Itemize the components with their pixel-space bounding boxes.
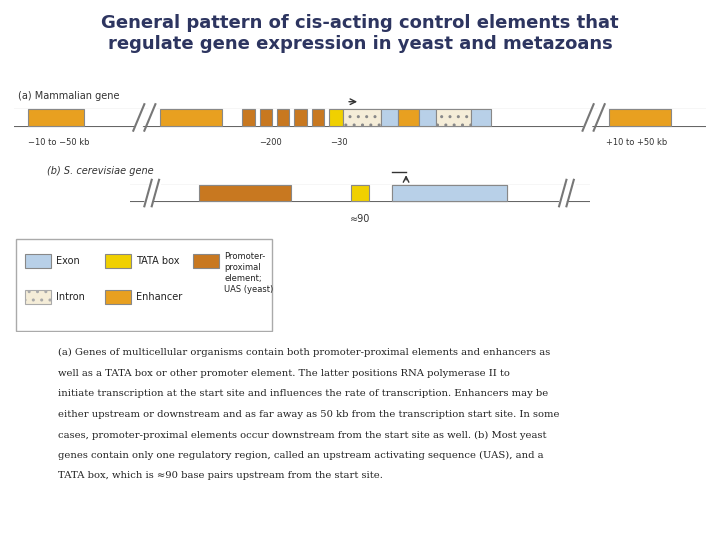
Bar [243, 109, 255, 126]
Bar [381, 109, 398, 126]
Text: −10 to −50 kb: −10 to −50 kb [28, 138, 90, 147]
Bar [28, 109, 84, 126]
Bar [160, 109, 222, 126]
Bar [260, 109, 272, 126]
Text: ≈90: ≈90 [350, 214, 370, 224]
Bar [436, 109, 471, 126]
Bar [329, 109, 343, 126]
Text: either upstream or downstream and as far away as 50 kb from the transcription st: either upstream or downstream and as far… [58, 410, 559, 419]
Text: −30: −30 [330, 138, 348, 147]
Text: −200: −200 [258, 138, 282, 147]
Bar [351, 185, 369, 201]
Bar [471, 109, 491, 126]
Text: well as a TATA box or other promoter element. The latter positions RNA polymeras: well as a TATA box or other promoter ele… [58, 369, 510, 378]
Bar [24, 289, 50, 303]
Text: (a) Mammalian gene: (a) Mammalian gene [18, 91, 120, 100]
Text: genes contain only one regulatory region, called an upstream activating sequence: genes contain only one regulatory region… [58, 451, 543, 460]
Text: cases, promoter-proximal elements occur downstream from the start site as well. : cases, promoter-proximal elements occur … [58, 430, 546, 440]
Bar [343, 109, 381, 126]
Bar [609, 109, 671, 126]
Text: Enhancer: Enhancer [136, 292, 182, 302]
Bar [312, 109, 324, 126]
Bar [14, 109, 706, 126]
Bar [277, 109, 289, 126]
Bar [24, 254, 50, 268]
Text: initiate transcription at the start site and influences the rate of transcriptio: initiate transcription at the start site… [58, 389, 548, 399]
Bar [392, 185, 508, 201]
Bar [193, 254, 219, 268]
Text: TATA box: TATA box [136, 256, 180, 266]
Bar [294, 109, 307, 126]
Text: Intron: Intron [56, 292, 85, 302]
Text: Exon: Exon [56, 256, 80, 266]
Bar [105, 254, 131, 268]
Bar [130, 185, 590, 201]
Text: +10 to +50 kb: +10 to +50 kb [606, 138, 667, 147]
Bar [398, 109, 419, 126]
Text: (a) Genes of multicellular organisms contain both promoter-proximal elements and: (a) Genes of multicellular organisms con… [58, 348, 550, 357]
Text: TATA box, which is ≈90 base pairs upstream from the start site.: TATA box, which is ≈90 base pairs upstre… [58, 471, 382, 481]
Text: regulate gene expression in yeast and metazoans: regulate gene expression in yeast and me… [107, 35, 613, 53]
Bar [419, 109, 436, 126]
Bar [392, 185, 508, 201]
Bar [199, 185, 291, 201]
Text: General pattern of cis-acting control elements that: General pattern of cis-acting control el… [102, 14, 618, 31]
Bar [105, 289, 131, 303]
Text: (b) S. cerevisiae gene: (b) S. cerevisiae gene [47, 166, 153, 176]
Text: Promoter-
proximal
element;
UAS (yeast): Promoter- proximal element; UAS (yeast) [225, 252, 274, 294]
